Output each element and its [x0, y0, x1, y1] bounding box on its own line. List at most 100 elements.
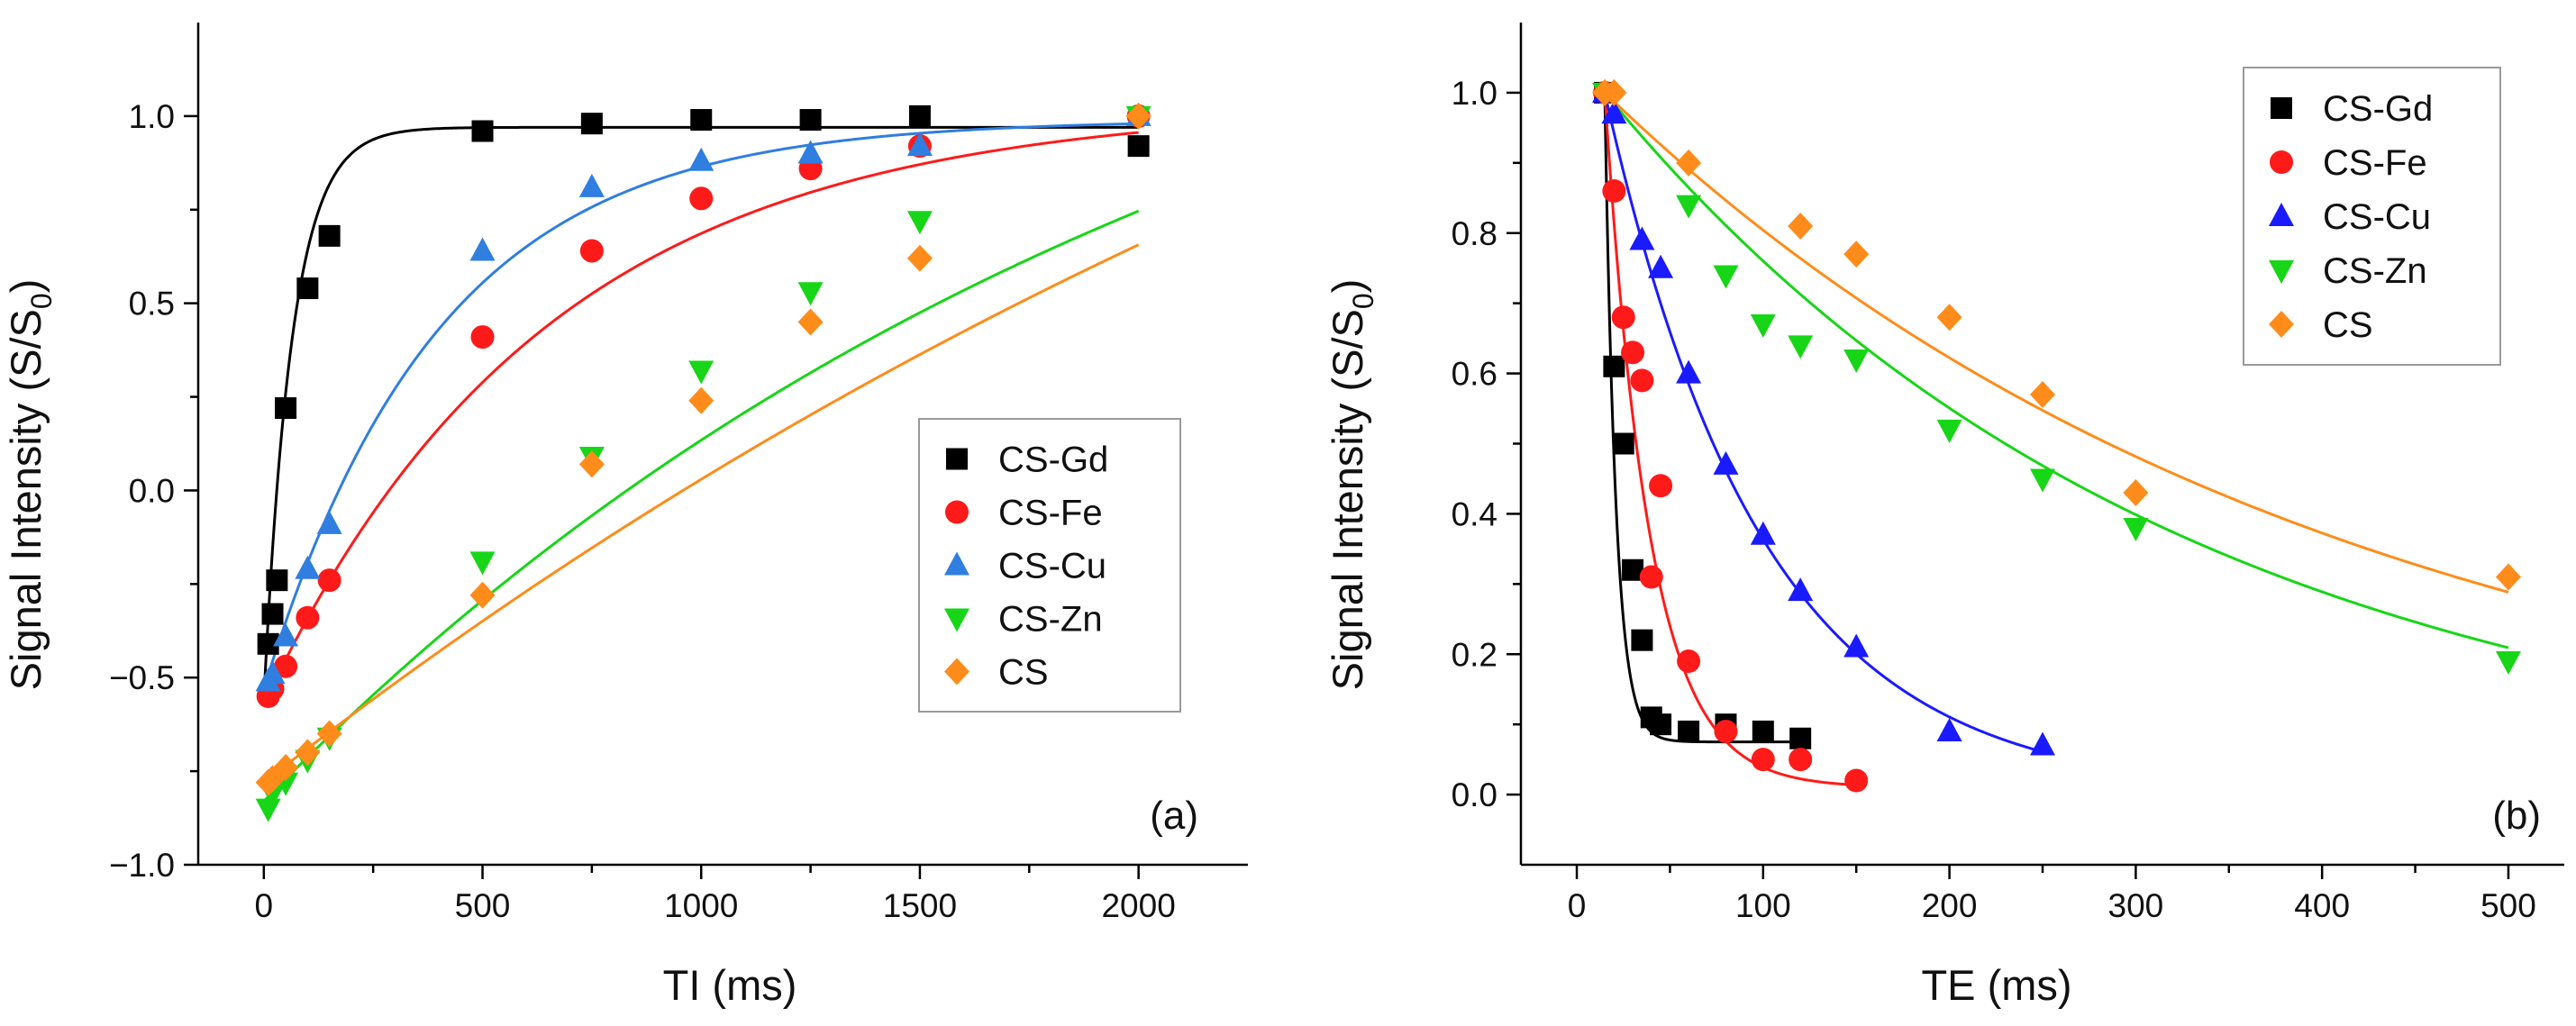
legend-label-a-cs: CS: [998, 653, 1049, 693]
legend-marker-a-cs-zn: [944, 608, 969, 632]
x-tick-label-a-0: 0: [255, 887, 274, 924]
legend-marker-b-cs-fe: [2270, 150, 2293, 174]
x-tick-label-a-1: 500: [455, 887, 511, 924]
legend-b: CS-Gd CS-Fe CS-Cu CS-Zn CS: [2243, 67, 2501, 366]
data-point-b-cs-gd-1: [1603, 355, 1625, 377]
data-point-a-cs-gd-4: [296, 277, 319, 300]
y-tick-label-b-4: 0.8: [1452, 215, 1497, 252]
x-axis-title-b: TE (ms): [1921, 961, 2071, 1009]
data-point-a-cs-cu-3: [295, 555, 321, 579]
data-point-b-cs-zn-6: [1936, 419, 1962, 443]
x-tick-label-a-4: 2000: [1101, 887, 1175, 924]
legend-marker-b-cs-gd: [2271, 97, 2292, 119]
y-axis-title-main-a: Signal Intensity (S/S: [2, 309, 50, 690]
x-tick-label-b-2: 200: [1922, 887, 1978, 924]
data-point-a-cs-cu-8: [797, 140, 824, 164]
data-point-b-cs-7: [2123, 479, 2149, 507]
data-point-a-cs-4: [316, 720, 342, 748]
data-point-a-cs-cu-1: [259, 660, 286, 685]
panel-label-b: (b): [2492, 794, 2541, 838]
data-point-a-cs-6: [578, 450, 605, 478]
data-point-b-cs-cu-1: [1601, 100, 1627, 124]
data-point-b-cs-zn-2: [1713, 265, 1739, 289]
data-point-a-cs-gd-9: [799, 109, 822, 132]
data-point-b-cs-cu-8: [1843, 633, 1870, 658]
data-point-a-cs-gd-11: [1127, 135, 1150, 158]
y-tick-label-a-3: 0.5: [129, 286, 175, 322]
data-point-a-cs-fe-2: [274, 654, 298, 678]
legend-marker-a-cs: [944, 658, 969, 686]
fit-curve-b-cs-zn: [1603, 91, 2509, 649]
data-point-b-cs-fe-5: [1639, 565, 1663, 589]
data-point-b-cs-8: [2495, 563, 2521, 591]
x-axis-title-a: TI (ms): [663, 961, 797, 1009]
data-point-b-cs-zn-7: [2030, 468, 2055, 493]
legend-label-a-cs-gd: CS-Gd: [998, 440, 1108, 480]
data-point-a-cs-cu-9: [906, 132, 933, 157]
data-point-b-cs-cu-6: [1750, 521, 1776, 545]
fit-curve-a-cs-zn: [262, 209, 1140, 803]
data-point-b-cs-gd-4: [1631, 629, 1653, 651]
data-point-b-cs-zn-9: [2495, 651, 2521, 676]
chart-panel-b: Signal Intensity (S/S0) TE (ms) (b) 0 100…: [1324, 23, 2564, 1009]
data-point-a-cs-fe-3: [296, 605, 320, 630]
data-point-a-cs-gd-3: [275, 397, 297, 420]
y-tick-label-a-1: −0.5: [109, 659, 175, 696]
data-point-a-cs-cu-6: [578, 173, 605, 197]
data-point-b-cs-fe-1: [1602, 179, 1626, 203]
data-point-a-cs-10: [1125, 102, 1151, 130]
data-point-b-cs-zn-1: [1676, 195, 1702, 219]
data-point-a-cs-gd-5: [318, 224, 341, 247]
data-point-b-cs-fe-11: [1844, 768, 1869, 793]
y-tick-label-a-2: 0.0: [129, 472, 175, 509]
data-point-a-cs-gd-2: [266, 569, 288, 592]
data-point-b-cs-gd-10: [1789, 727, 1812, 749]
fit-curve-b-cs: [1604, 91, 2509, 594]
data-point-b-cs-zn-4: [1788, 335, 1814, 359]
y-axis-title-b: Signal Intensity (S/S0): [1324, 279, 1379, 691]
data-point-b-cs-1: [1601, 78, 1627, 106]
data-point-b-cs-cu-7: [1788, 577, 1814, 602]
x-tick-label-a-2: 1000: [664, 887, 738, 924]
data-point-b-cs-fe-3: [1621, 340, 1645, 365]
data-point-a-cs-fe-5: [470, 325, 495, 350]
data-point-a-cs-fe-7: [689, 186, 714, 211]
y-tick-label-a-0: −1.0: [109, 847, 175, 884]
y-tick-label-b-5: 1.0: [1452, 75, 1497, 112]
data-point-b-cs-cu-9: [1936, 717, 1962, 741]
legend-label-b-cs-cu: CS-Cu: [2323, 197, 2431, 237]
data-point-a-cs-zn-5: [469, 551, 496, 576]
legend-label-a-cs-zn: CS-Zn: [998, 600, 1103, 640]
data-point-a-cs-2: [273, 753, 299, 781]
legend-label-b-cs: CS: [2323, 305, 2373, 345]
data-point-a-cs-zn-7: [688, 360, 715, 385]
data-point-b-cs-cu-4: [1676, 359, 1702, 384]
data-point-a-cs-3: [295, 739, 321, 767]
data-point-b-cs-4: [1843, 241, 1870, 268]
data-point-a-cs-fe-4: [317, 568, 341, 593]
data-point-b-cs-fe-9: [1751, 748, 1775, 772]
data-point-a-cs-zn-9: [906, 211, 933, 235]
legend-marker-a-cs-fe: [945, 500, 969, 524]
y-tick-label-b-0: 0.0: [1452, 776, 1497, 813]
data-point-b-cs-fe-10: [1789, 748, 1813, 772]
fit-curve-b-cs-fe: [1603, 92, 1857, 787]
data-point-a-cs-gd-10: [908, 104, 931, 127]
legend-label-b-cs-fe: CS-Fe: [2323, 143, 2427, 183]
legend-label-a-cs-fe: CS-Fe: [998, 494, 1103, 533]
data-point-b-cs-cu-3: [1648, 254, 1674, 278]
data-point-a-cs-gd-8: [690, 109, 713, 132]
data-point-a-cs-fe-6: [579, 239, 604, 263]
y-axis-title-a: Signal Intensity (S/S0): [2, 279, 58, 691]
y-tick-label-b-3: 0.6: [1452, 356, 1497, 393]
fit-curve-b-cs-cu: [1603, 92, 2044, 754]
data-point-a-cs-gd-7: [580, 113, 603, 135]
data-point-b-cs-fe-4: [1630, 368, 1654, 393]
data-point-a-cs-zn-0: [255, 798, 281, 822]
legend-label-b-cs-gd: CS-Gd: [2323, 89, 2433, 129]
y-axis-title-end-a: ): [2, 279, 50, 294]
data-point-a-cs-9: [906, 244, 933, 272]
data-point-a-cs-gd-1: [261, 603, 284, 625]
legend-label-b-cs-zn: CS-Zn: [2323, 251, 2427, 291]
